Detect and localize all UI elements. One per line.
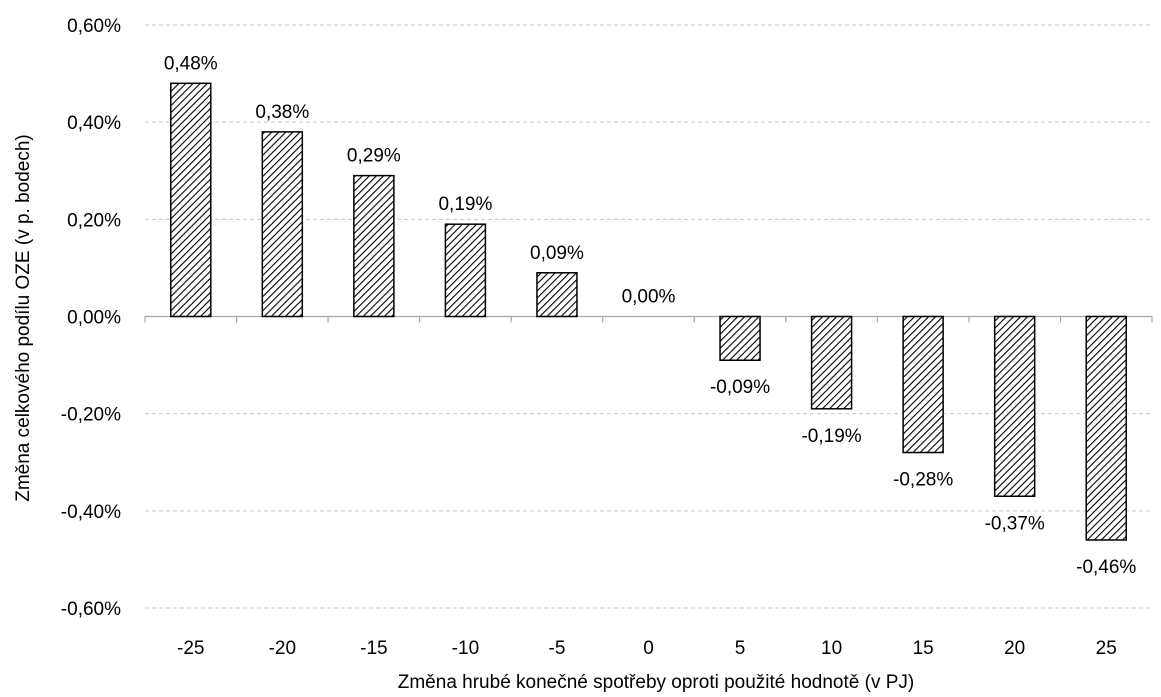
- data-label: -0,09%: [710, 377, 770, 398]
- x-tick-label: 20: [1004, 638, 1025, 659]
- x-tick-label: 10: [821, 638, 842, 659]
- x-tick-label: -20: [269, 638, 296, 659]
- x-tick-labels: -25 -20 -15 -10 -5 0 5 10 15 20 25: [177, 638, 1117, 659]
- data-label: 0,09%: [530, 243, 584, 264]
- bar: [536, 272, 578, 318]
- y-tick-label: 0,40%: [67, 113, 121, 134]
- data-label: 0,00%: [622, 287, 676, 308]
- x-axis-title: Změna hrubé konečné spotřeby oproti použ…: [398, 672, 914, 693]
- x-tick-label: 15: [913, 638, 934, 659]
- bar: [1085, 315, 1127, 541]
- y-tick-label: 0,00%: [67, 308, 121, 329]
- x-axis: [144, 315, 1153, 323]
- data-label: -0,37%: [985, 513, 1045, 534]
- x-tick-label: -25: [177, 638, 204, 659]
- data-labels: 0,48% 0,38% 0,29% 0,19% 0,09% 0,00% -0,09% -0,1…: [164, 53, 1137, 578]
- y-tick-label: 0,60%: [67, 16, 121, 37]
- x-tick-label: 0: [643, 638, 654, 659]
- x-tick-label: -15: [360, 638, 387, 659]
- x-tick-label: 25: [1096, 638, 1117, 659]
- x-tick-label: -5: [549, 638, 566, 659]
- bars: [170, 82, 1127, 541]
- x-tick-label: 5: [735, 638, 746, 659]
- bar: [261, 131, 304, 318]
- y-axis-title: Změna celkového podílu OZE (v p. bodech): [13, 134, 34, 502]
- bar: [444, 223, 487, 318]
- x-tick-label: -10: [452, 638, 479, 659]
- data-label: 0,19%: [438, 194, 492, 215]
- data-label: 0,29%: [347, 146, 401, 167]
- bar: [993, 315, 1036, 498]
- bar: [353, 174, 395, 318]
- bar: [810, 315, 853, 410]
- data-label: -0,28%: [893, 470, 953, 491]
- y-tick-label: -0,40%: [61, 502, 121, 523]
- data-label: -0,19%: [801, 426, 861, 447]
- y-tick-label: 0,20%: [67, 210, 121, 231]
- y-tick-label: -0,20%: [61, 405, 121, 426]
- data-label: 0,38%: [255, 102, 309, 123]
- data-label: -0,46%: [1076, 557, 1136, 578]
- bar: [719, 315, 761, 361]
- y-tick-label: -0,60%: [61, 599, 121, 620]
- data-label: 0,48%: [164, 53, 218, 74]
- bar: [902, 315, 944, 454]
- bar: [170, 82, 212, 318]
- y-tick-labels: 0,60% 0,40% 0,20% 0,00% -0,20% -0,40% -0,60%: [61, 16, 121, 620]
